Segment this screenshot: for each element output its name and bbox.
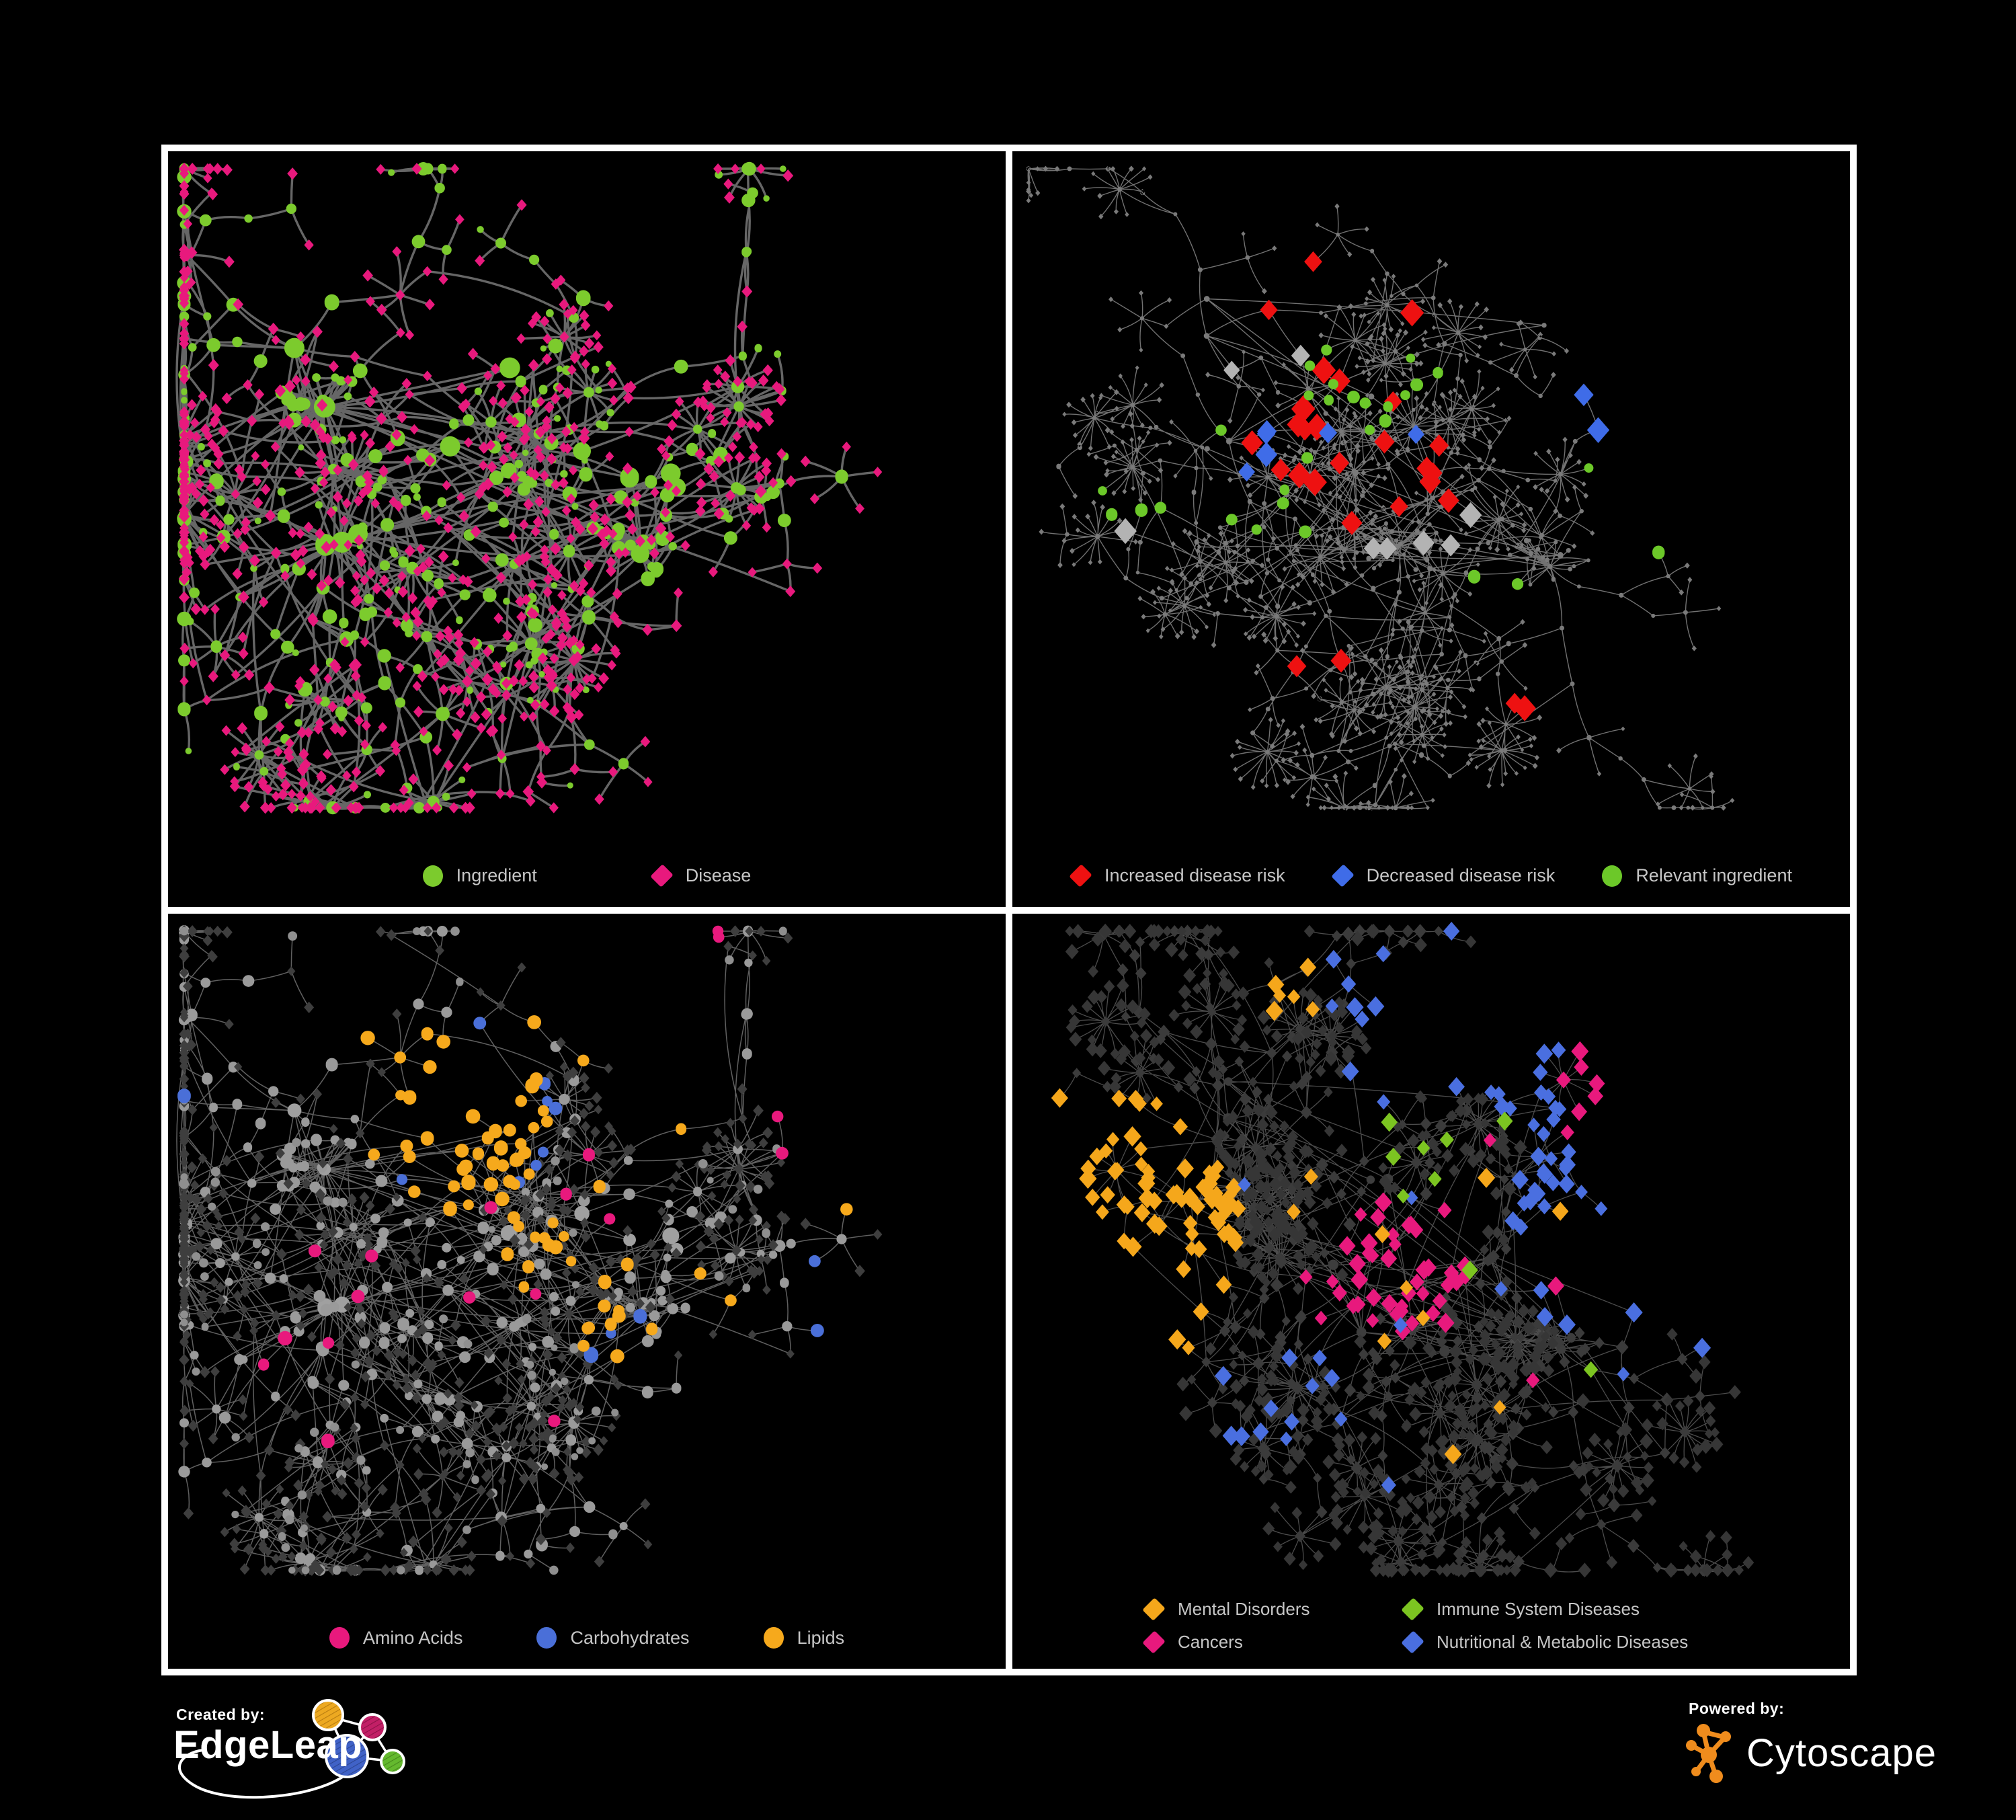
increased-risk-swatch-icon <box>1069 864 1092 887</box>
legend-item-nutritional-metabolic-diseases: Nutritional & Metabolic Diseases <box>1401 1630 1689 1654</box>
legend-item-carbohydrates: Carbohydrates <box>536 1627 690 1649</box>
disease-swatch-icon <box>650 864 674 887</box>
legend-item-ingredient: Ingredient <box>422 865 537 887</box>
cytoscape-logo-icon <box>1686 1724 1731 1783</box>
cancers-swatch-icon <box>1142 1630 1166 1654</box>
legend-label: Relevant ingredient <box>1636 865 1792 885</box>
relevant-ingredient-swatch-icon <box>1602 865 1623 887</box>
powered-by-block: Powered by: Cytoscape <box>1681 1700 1990 1794</box>
panel-ingredient-disease: Ingredient Disease <box>168 151 1006 907</box>
created-by-label: Created by: <box>176 1706 266 1723</box>
legend-label: Disease <box>685 865 752 885</box>
panel-ingredient-classes: Amino Acids Carbohydrates Lipids <box>168 913 1006 1669</box>
legend-item-disease: Disease <box>650 864 752 887</box>
legend-disease-classes: Mental Disorders Immune System Diseases … <box>1142 1597 1689 1654</box>
network-disease-risk <box>1026 165 1735 811</box>
legend-ingredient-disease: Ingredient Disease <box>168 864 1006 887</box>
powered-by-label: Powered by: <box>1689 1700 1785 1717</box>
decreased-risk-swatch-icon <box>1330 864 1355 887</box>
ingredient-swatch-icon <box>422 865 443 887</box>
created-by-block: Created by: EdgeLeap <box>155 1691 477 1812</box>
legend-item-immune-system-diseases: Immune System Diseases <box>1401 1597 1688 1621</box>
carbohydrates-swatch-icon <box>536 1627 557 1649</box>
network-ingredient-disease <box>175 161 883 815</box>
panel-disease-classes: Mental Disorders Immune System Diseases … <box>1012 913 1850 1669</box>
panel-grid: Ingredient Disease Increased disease ris… <box>161 145 1857 1675</box>
legend-item-cancers: Cancers <box>1142 1630 1396 1654</box>
legend-label: Cancers <box>1178 1632 1243 1652</box>
immune-system-diseases-swatch-icon <box>1401 1597 1424 1621</box>
network-ingredient-classes <box>176 924 883 1577</box>
network-disease-classes <box>1051 921 1755 1578</box>
legend-item-lipids: Lipids <box>763 1627 845 1649</box>
edgeleap-logo-icon <box>177 1699 405 1799</box>
legend-ingredient-classes: Amino Acids Carbohydrates Lipids <box>168 1627 1006 1649</box>
legend-label: Carbohydrates <box>570 1627 690 1648</box>
cytoscape-wordmark: Cytoscape <box>1746 1731 1937 1775</box>
legend-item-decreased-risk: Decreased disease risk <box>1330 864 1556 887</box>
amino-acids-swatch-icon <box>329 1627 350 1649</box>
legend-item-mental-disorders: Mental Disorders <box>1142 1597 1396 1621</box>
mental-disorders-swatch-icon <box>1142 1597 1166 1621</box>
panel-disease-risk: Increased disease risk Decreased disease… <box>1012 151 1850 907</box>
legend-label: Mental Disorders <box>1178 1599 1310 1619</box>
legend-label: Amino Acids <box>362 1627 463 1648</box>
nutritional-metabolic-swatch-icon <box>1401 1630 1424 1654</box>
legend-label: Ingredient <box>456 865 537 885</box>
legend-label: Lipids <box>797 1627 845 1648</box>
legend-label: Decreased disease risk <box>1366 865 1556 885</box>
legend-item-amino-acids: Amino Acids <box>329 1627 463 1649</box>
legend-label: Increased disease risk <box>1104 865 1285 885</box>
legend-item-relevant-ingredient: Relevant ingredient <box>1602 865 1792 887</box>
edgeleap-wordmark: EdgeLeap <box>173 1723 363 1767</box>
legend-label: Immune System Diseases <box>1437 1599 1640 1619</box>
legend-label: Nutritional & Metabolic Diseases <box>1437 1632 1689 1652</box>
lipids-swatch-icon <box>763 1627 784 1649</box>
legend-item-increased-risk: Increased disease risk <box>1069 864 1285 887</box>
legend-disease-risk: Increased disease risk Decreased disease… <box>1012 864 1850 887</box>
